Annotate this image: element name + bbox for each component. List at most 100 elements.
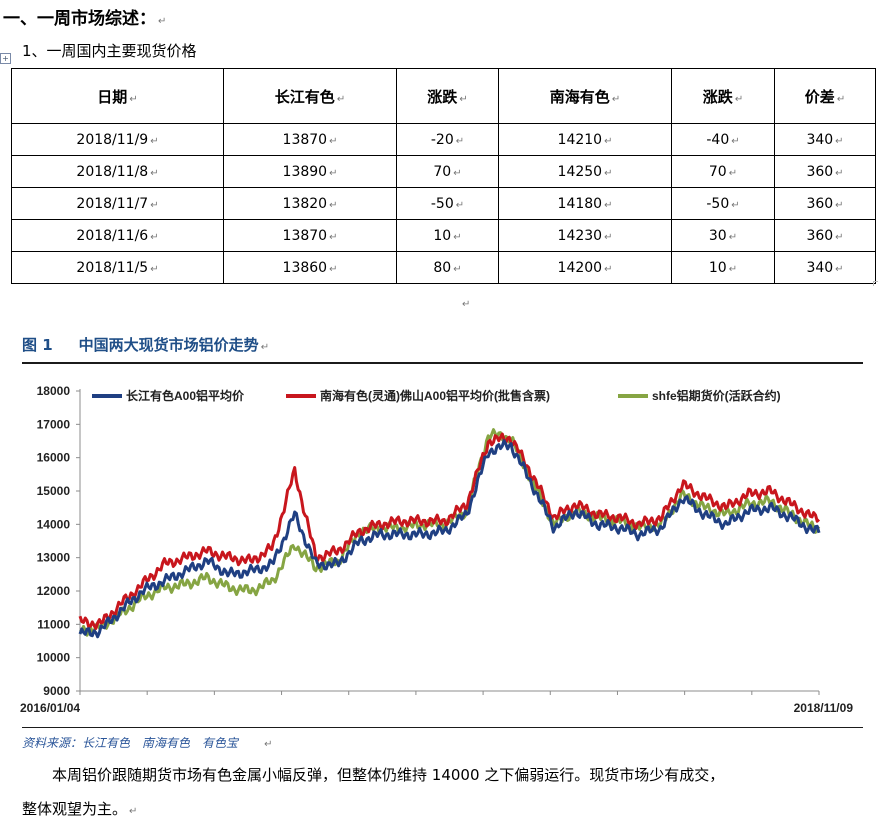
table-cell: 2018/11/9 ↵ (11, 123, 224, 156)
section-heading: 一、一周市场综述： ↵ (3, 9, 167, 29)
cell-value: 10 (708, 259, 727, 276)
table-cell: 30 ↵ (671, 219, 775, 252)
column-header: 南海有色 ↵ (498, 68, 672, 124)
cell-value: 360 (806, 163, 834, 180)
table-row: 2018/11/7 ↵ 13820 ↵ -50 ↵ 14180 ↵ -50 ↵ 360 ↵ (11, 187, 876, 220)
cell-value: 14250 (557, 163, 603, 180)
table-row: 2018/11/5 ↵ 13860 ↵ 80 ↵ 14200 ↵ 10 ↵ 340 ↵ (11, 251, 876, 284)
cell-value: 14180 (557, 195, 603, 212)
table-end-mark (873, 281, 878, 286)
table-cell: -20 ↵ (396, 123, 499, 156)
figure-title: 图 1 中国两大现货市场铝价走势 ↵ (22, 336, 270, 354)
cell-value: 360 (806, 227, 834, 244)
summary-paragraph: 本周铝价跟随期货市场有色金属小幅反弹，但整体仍维持 14000 之下偏弱运行。现… (22, 758, 872, 829)
table-cell: 340 ↵ (774, 123, 876, 156)
paragraph-mark-icon: ↵ (462, 299, 471, 310)
cell-value: -40 (706, 131, 730, 148)
table-cell: 2018/11/8 ↵ (11, 155, 224, 188)
cell-value: 13820 (282, 195, 328, 212)
column-header-label: 日期 (97, 87, 128, 106)
table-cell: 340 ↵ (774, 251, 876, 284)
column-header: 涨跌 ↵ (671, 68, 775, 124)
source-item: 长江有色 (82, 736, 131, 750)
column-header: 涨跌 ↵ (396, 68, 499, 124)
source-item: 南海有色 (142, 736, 191, 750)
subsection-heading: 1、一周国内主要现货价格 (22, 42, 197, 60)
data-source-note: 资料来源：长江有色 南海有色 有色宝 ↵ (22, 736, 273, 750)
cell-value: 14210 (557, 131, 603, 148)
series-line (78, 439, 821, 639)
legend-label: 南海有色(灵通)佛山A00铝平均价(批售含票) (320, 388, 550, 403)
cell-value: 70 (433, 163, 452, 180)
cell-value: 80 (433, 259, 452, 276)
column-header: 日期 ↵ (11, 68, 224, 124)
x-start-label: 2016/01/04 (20, 701, 80, 715)
legend-label: 长江有色A00铝平均价 (126, 388, 245, 403)
chart-legend: 长江有色A00铝平均价 南海有色(灵通)佛山A00铝平均价(批售含票) shfe铝期… (92, 388, 781, 403)
cell-value: 340 (806, 131, 834, 148)
cell-value: 30 (708, 227, 727, 244)
legend-label: shfe铝期货价(活跃合约) (652, 388, 781, 403)
price-table: 日期 ↵ 长江有色 ↵ 涨跌 ↵ 南海有色 ↵ 涨跌 ↵ 价差 ↵ 2018/11/9 ↵ 13870 ↵ -… (11, 68, 876, 284)
y-tick-label: 14000 (37, 517, 71, 531)
table-cell: 360 ↵ (774, 155, 876, 188)
table-cell: -50 ↵ (671, 187, 775, 220)
cell-value: 360 (806, 195, 834, 212)
cell-value: 340 (806, 259, 834, 276)
table-cell: 14230 ↵ (498, 219, 672, 252)
column-header-label: 长江有色 (274, 87, 335, 106)
table-cell: 360 ↵ (774, 187, 876, 220)
y-tick-label: 16000 (37, 451, 71, 465)
cell-value: 13870 (282, 131, 328, 148)
y-tick-label: 13000 (37, 551, 71, 565)
cell-value: 2018/11/8 (76, 163, 149, 180)
cell-value: 2018/11/5 (76, 259, 149, 276)
column-header-label: 价差 (804, 87, 835, 106)
cell-value: 13860 (282, 259, 328, 276)
table-cell: 13820 ↵ (223, 187, 397, 220)
table-cell: 13890 ↵ (223, 155, 397, 188)
cell-value: 10 (433, 227, 452, 244)
table-cell: 2018/11/7 ↵ (11, 187, 224, 220)
table-cell: 14250 ↵ (498, 155, 672, 188)
chart-lines (78, 428, 821, 639)
y-tick-label: 11000 (37, 617, 70, 631)
table-cell: 14180 ↵ (498, 187, 672, 220)
cell-value: 14230 (557, 227, 603, 244)
cell-value: 2018/11/6 (76, 227, 149, 244)
series-line (78, 432, 821, 630)
y-tick-label: 15000 (37, 484, 71, 498)
cell-value: 14200 (557, 259, 603, 276)
y-tick-label: 10000 (37, 651, 71, 665)
cell-value: 2018/11/7 (76, 195, 149, 212)
table-cell: 70 ↵ (671, 155, 775, 188)
cell-value: -50 (706, 195, 730, 212)
column-header-label: 涨跌 (702, 87, 733, 106)
table-cell: 10 ↵ (671, 251, 775, 284)
cell-value: 13890 (282, 163, 328, 180)
chart-axes: 9000 10000 11000 12000 13000 14000 15000 16000 1… (20, 384, 853, 715)
figure-top-rule (22, 362, 863, 364)
column-header-label: 涨跌 (427, 87, 458, 106)
x-end-label: 2018/11/09 (794, 701, 854, 715)
summary-line-1: 本周铝价跟随期货市场有色金属小幅反弹，但整体仍维持 14000 之下偏弱运行。现… (52, 766, 725, 784)
cell-value: -20 (430, 131, 454, 148)
table-cell: -40 ↵ (671, 123, 775, 156)
cell-value: -50 (430, 195, 454, 212)
y-tick-label: 18000 (37, 384, 71, 398)
column-header-label: 南海有色 (549, 87, 610, 106)
figure-bottom-rule (22, 727, 863, 728)
table-body: 2018/11/9 ↵ 13870 ↵ -20 ↵ 14210 ↵ -40 ↵ 340 ↵ 2018/1… (11, 123, 876, 284)
cell-value: 70 (708, 163, 727, 180)
table-cell: 80 ↵ (396, 251, 499, 284)
cell-value: 13870 (282, 227, 328, 244)
y-tick-label: 12000 (37, 584, 71, 598)
y-tick-label: 17000 (37, 417, 71, 431)
summary-line-2: 整体观望为主。 (22, 800, 128, 818)
cell-value: 2018/11/9 (76, 131, 149, 148)
y-tick-label: 9000 (43, 684, 70, 698)
source-label: 资料来源： (22, 736, 83, 750)
table-cell: 2018/11/5 ↵ (11, 251, 224, 284)
table-move-handle-icon[interactable]: + (0, 53, 11, 64)
